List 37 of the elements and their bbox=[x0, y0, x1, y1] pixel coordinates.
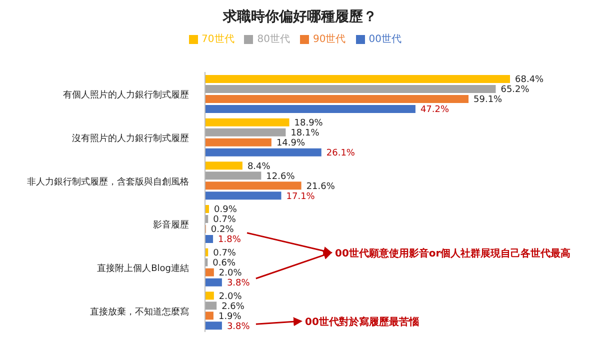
data-label: 18.1% bbox=[290, 128, 320, 139]
data-label: 26.1% bbox=[326, 148, 356, 159]
data-label: 8.4% bbox=[247, 162, 271, 172]
y-tick-label: 沒有照片的人力銀行制式履歷 bbox=[72, 133, 189, 144]
data-label: 2.6% bbox=[222, 302, 245, 312]
y-tick-label: 直接附上個人Blog連結 bbox=[97, 263, 189, 274]
data-label: 0.6% bbox=[212, 258, 236, 269]
data-label: 0.7% bbox=[213, 248, 236, 259]
annotation: 00世代對於寫履歷最苦惱 bbox=[305, 316, 419, 328]
data-label: 12.6% bbox=[266, 172, 296, 182]
y-tick-label: 非人力銀行制式履歷，含套版與自創風格 bbox=[27, 176, 189, 188]
data-label: 59.1% bbox=[474, 95, 503, 106]
data-label: 0.2% bbox=[210, 225, 234, 236]
data-label: 18.9% bbox=[294, 118, 324, 129]
legend-label: 00世代 bbox=[368, 34, 402, 45]
y-tick-label: 影音履歷 bbox=[153, 220, 189, 231]
data-label: 2.0% bbox=[218, 268, 242, 279]
data-label: 17.1% bbox=[286, 192, 316, 202]
annotation: 00世代願意使用影音or個人社群展現自己各世代最高 bbox=[335, 248, 571, 260]
legend-label: 80世代 bbox=[257, 34, 290, 45]
y-tick-label: 有個人照片的人力銀行制式履歷 bbox=[63, 90, 189, 101]
legend-label: 90世代 bbox=[313, 34, 346, 45]
data-label: 21.6% bbox=[306, 182, 336, 192]
data-label: 3.8% bbox=[226, 322, 250, 332]
data-label: 68.4% bbox=[515, 75, 544, 86]
data-label: 14.9% bbox=[276, 138, 306, 149]
legend-label: 70世代 bbox=[202, 34, 234, 45]
data-label: 0.9% bbox=[214, 205, 238, 216]
data-label: 1.8% bbox=[218, 235, 242, 246]
data-label: 3.8% bbox=[226, 278, 250, 289]
chart-title: 求職時你偏好哪種履歷？ bbox=[222, 8, 378, 26]
data-label: 0.7% bbox=[213, 215, 236, 226]
data-label: 1.9% bbox=[218, 312, 242, 322]
data-label: 2.0% bbox=[218, 292, 242, 302]
data-label: 47.2% bbox=[420, 105, 450, 116]
y-tick-label: 直接放棄，不知道怎麼寫 bbox=[90, 306, 189, 318]
data-label: 65.2% bbox=[500, 85, 530, 96]
